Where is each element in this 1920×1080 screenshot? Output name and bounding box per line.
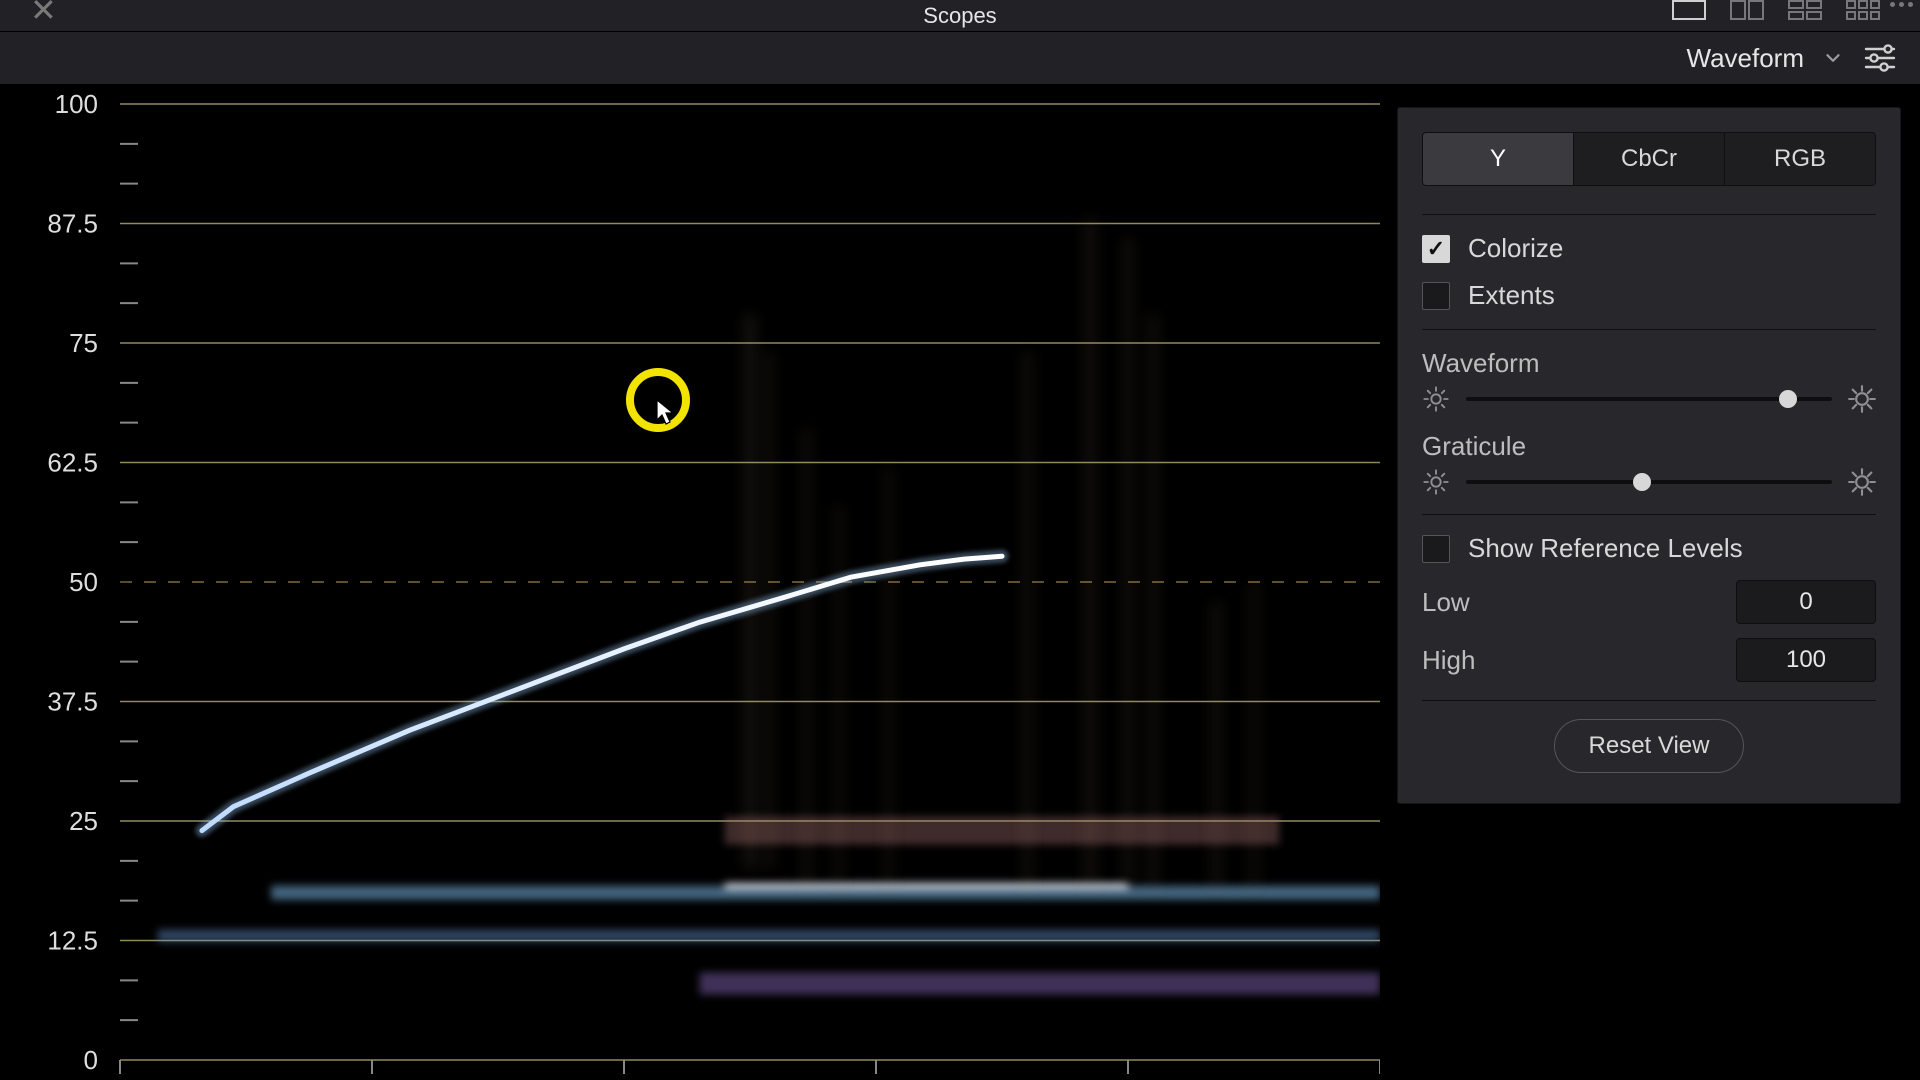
svg-text:12.5: 12.5 xyxy=(47,926,98,956)
svg-text:37.5: 37.5 xyxy=(47,687,98,717)
brightness-high-icon xyxy=(1848,385,1876,413)
waveform-scope[interactable]: 0 12.5 25 37.5 50 62.5 75 87.5 100 xyxy=(0,84,1380,1080)
waveform-slider-label: Waveform xyxy=(1422,348,1876,379)
layout-switcher xyxy=(1672,0,1880,32)
waveform-slider[interactable] xyxy=(1422,385,1876,413)
layout-2x2[interactable] xyxy=(1788,0,1822,20)
tab-cbcr[interactable]: CbCr xyxy=(1574,133,1725,185)
low-label: Low xyxy=(1422,587,1492,618)
svg-text:75: 75 xyxy=(69,328,98,358)
titlebar: ✕ Scopes xyxy=(0,0,1920,32)
layout-1x1[interactable] xyxy=(1672,0,1706,20)
graticule-slider-label: Graticule xyxy=(1422,431,1876,462)
graticule-slider[interactable] xyxy=(1422,468,1876,496)
close-icon[interactable]: ✕ xyxy=(30,0,57,26)
tab-y[interactable]: Y xyxy=(1423,133,1574,185)
high-label: High xyxy=(1422,645,1492,676)
high-input[interactable]: 100 xyxy=(1736,638,1876,682)
scope-settings-panel: Y CbCr RGB Colorize Extents Waveform Gra… xyxy=(1398,108,1900,803)
settings-sliders-icon[interactable] xyxy=(1862,40,1898,76)
layout-1x2[interactable] xyxy=(1730,0,1764,20)
extents-label: Extents xyxy=(1468,280,1555,311)
low-input[interactable]: 0 xyxy=(1736,580,1876,624)
svg-text:87.5: 87.5 xyxy=(47,209,98,239)
tab-rgb[interactable]: RGB xyxy=(1725,133,1875,185)
chevron-down-icon[interactable] xyxy=(1822,47,1844,69)
colorize-label: Colorize xyxy=(1468,233,1563,264)
show-reference-label: Show Reference Levels xyxy=(1468,533,1743,564)
reset-view-button[interactable]: Reset View xyxy=(1554,719,1745,773)
scope-main: 0 12.5 25 37.5 50 62.5 75 87.5 100 Y CbCr RGB Co… xyxy=(0,84,1920,1080)
brightness-high-icon xyxy=(1848,468,1876,496)
colorize-checkbox[interactable] xyxy=(1422,235,1450,263)
channel-tabs: Y CbCr RGB xyxy=(1422,132,1876,186)
svg-text:25: 25 xyxy=(69,806,98,836)
scope-toolbar: Waveform xyxy=(0,32,1920,84)
svg-text:0: 0 xyxy=(84,1045,98,1075)
show-reference-checkbox[interactable] xyxy=(1422,535,1450,563)
kebab-menu-icon[interactable] xyxy=(1890,0,1914,24)
svg-text:100: 100 xyxy=(55,89,98,119)
extents-checkbox[interactable] xyxy=(1422,282,1450,310)
brightness-low-icon xyxy=(1422,385,1450,413)
svg-text:50: 50 xyxy=(69,567,98,597)
layout-3x3[interactable] xyxy=(1846,0,1880,20)
svg-text:62.5: 62.5 xyxy=(47,448,98,478)
scope-type-dropdown[interactable]: Waveform xyxy=(1687,43,1805,74)
brightness-low-icon xyxy=(1422,468,1450,496)
panel-title: Scopes xyxy=(923,3,996,29)
